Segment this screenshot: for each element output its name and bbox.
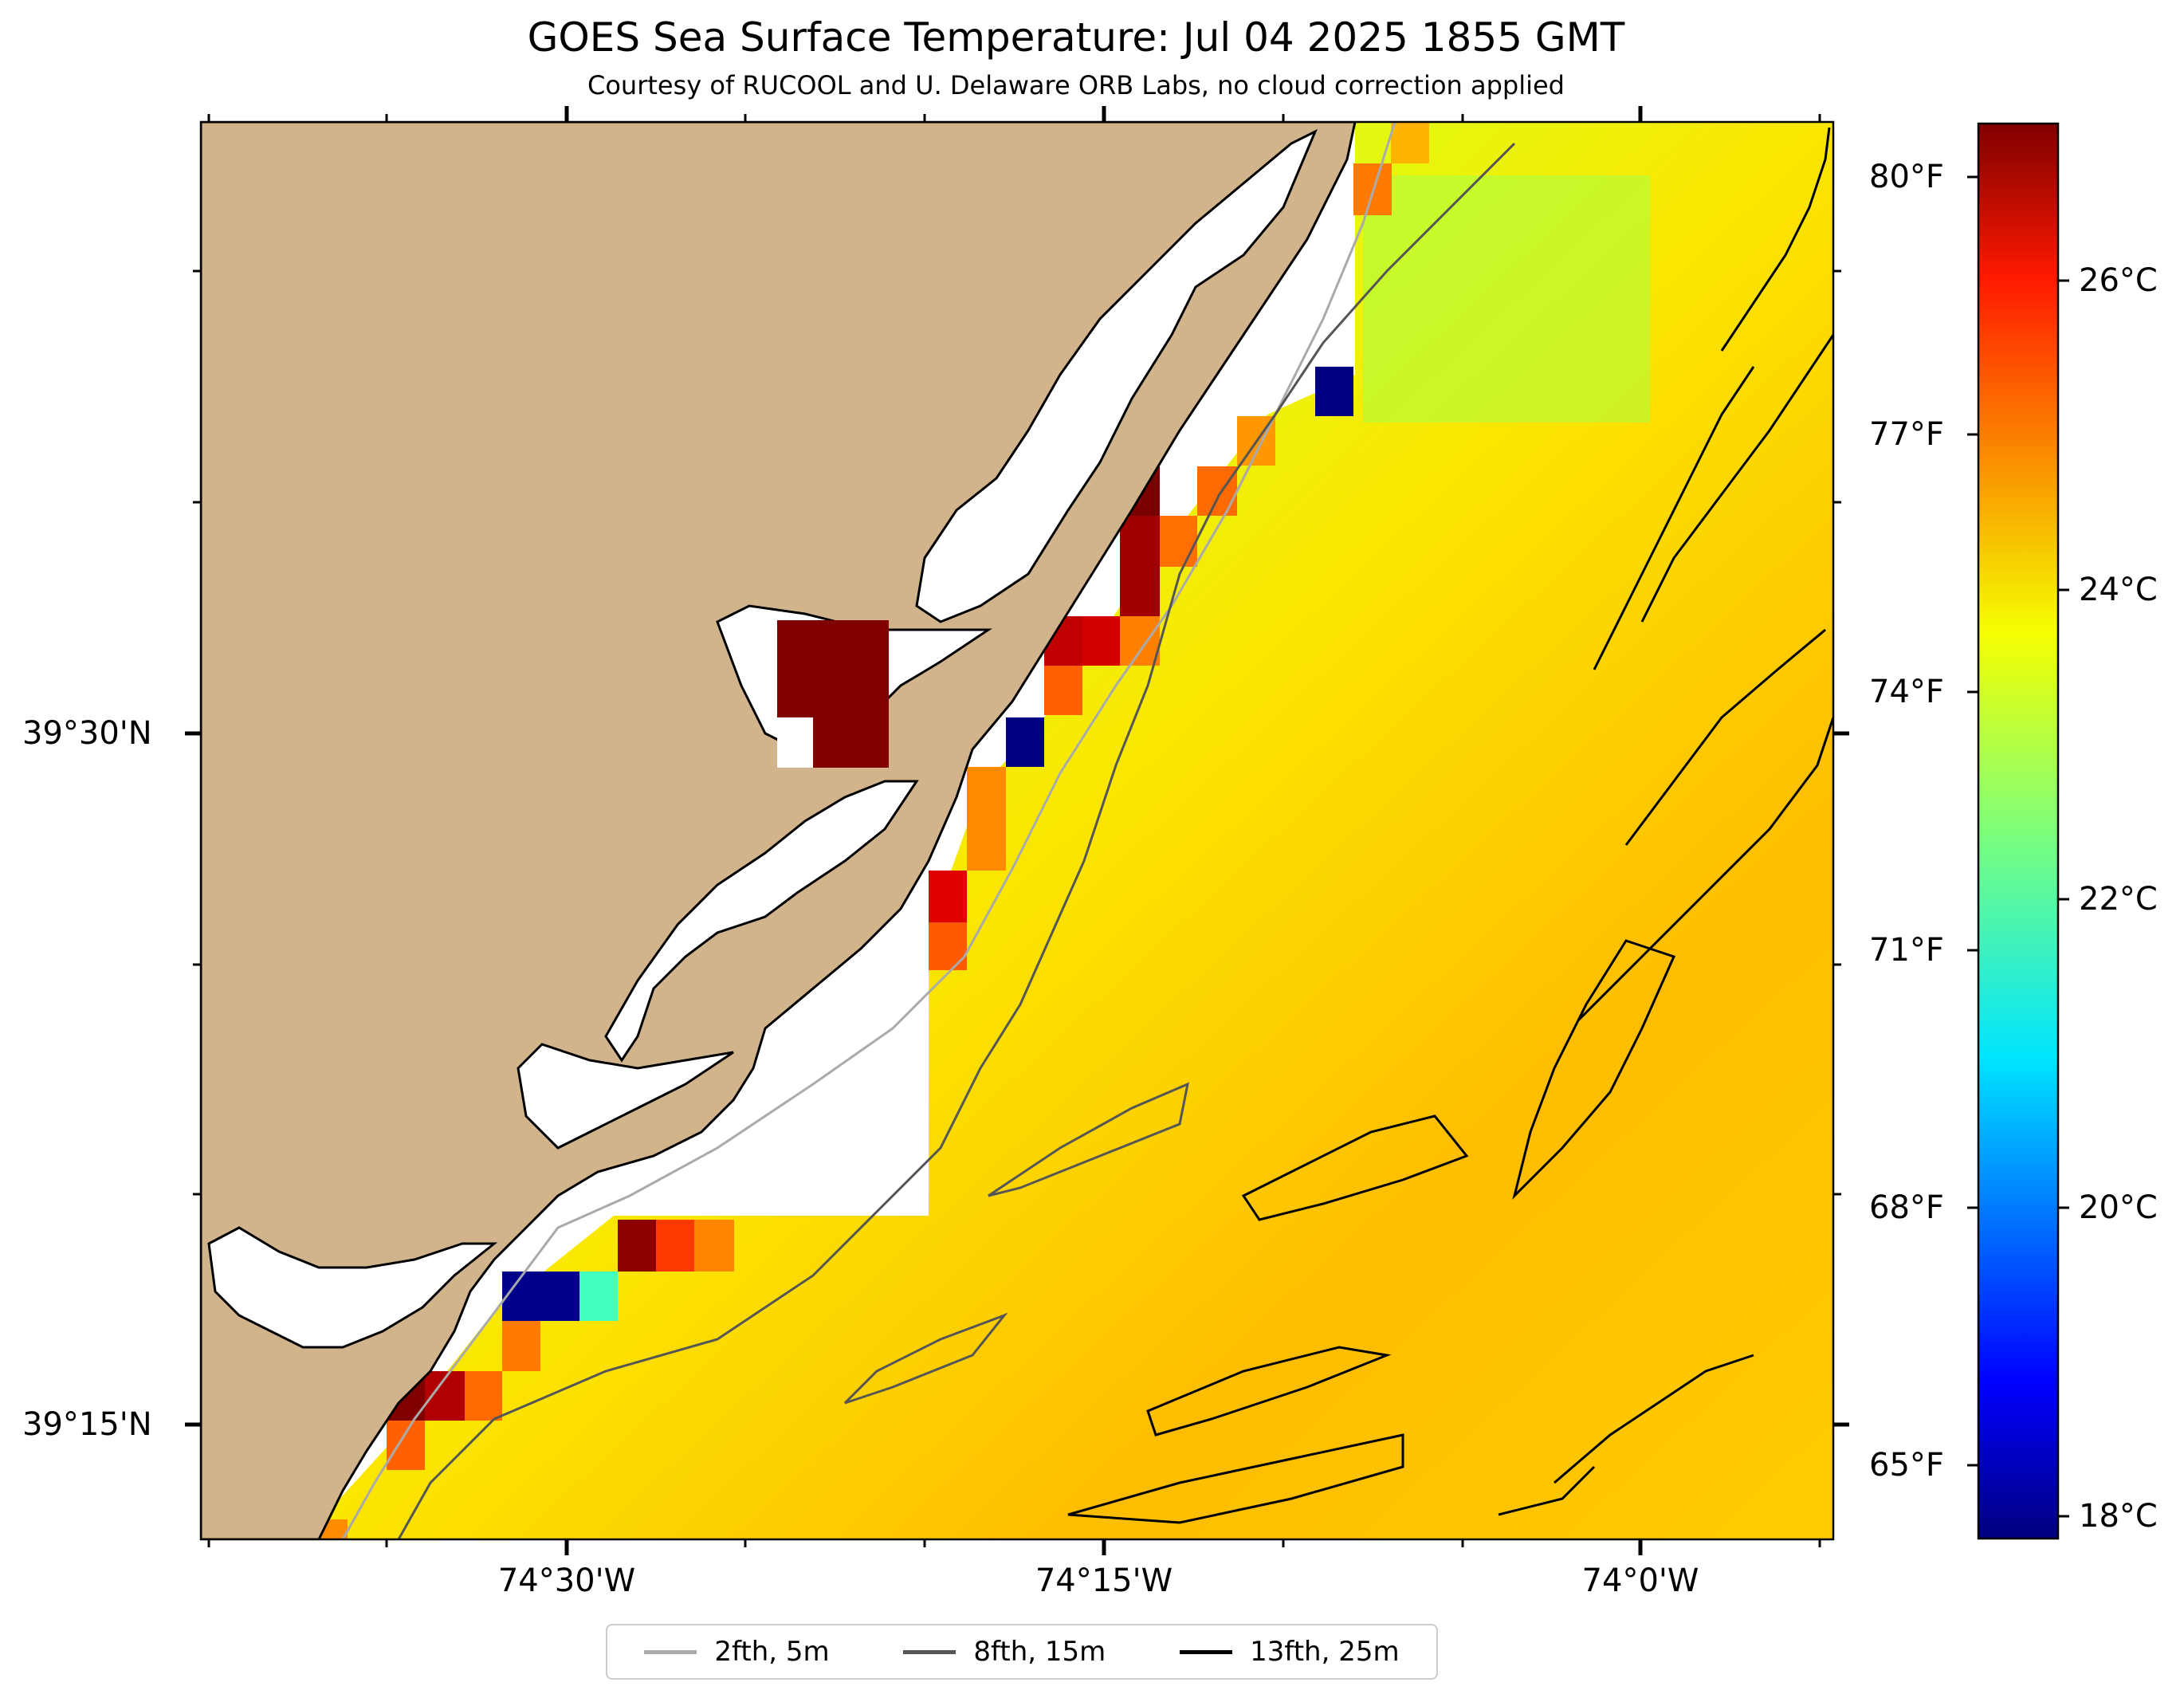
isobath-legend: 2fth, 5m 8fth, 15m 13fth, 25m [606,1624,1438,1680]
isobath-13fth [1593,366,1755,670]
isobath-13fth [1624,628,1826,846]
lat-label-39-30n: 39°30'N [22,715,152,752]
colorbar-label-26c: 26°C [2079,262,2158,299]
sst-pixel [502,1272,579,1321]
sst-pixel [1391,122,1429,163]
isobath-8fth [843,1312,1008,1405]
map-frame [199,120,1835,1541]
sst-pixel [1044,666,1082,715]
colorbar [1977,122,2060,1540]
sst-pixel [465,1371,502,1421]
bay-water [604,780,919,1063]
isobath-13fth [1241,1114,1469,1221]
lon-label-74-15w: 74°15'W [1035,1562,1173,1599]
colorbar-label-77f: 77°F [1869,416,1944,453]
colorbar-label-18c: 18°C [2079,1498,2158,1535]
sst-pixel [1082,616,1120,666]
isobath-13fth [1554,1354,1754,1484]
lon-label-74-0w: 74°0'W [1581,1562,1699,1599]
isobath-13fth [1577,717,1833,1022]
colorbar-label-65f: 65°F [1869,1447,1944,1484]
legend-item-13fth: 13fth, 25m [1180,1636,1400,1668]
lon-label-74-30w: 74°30'W [497,1562,636,1599]
lat-label-39-15n: 39°15'N [22,1406,152,1443]
legend-item-8fth: 8fth, 15m [903,1636,1106,1668]
legend-swatch [1180,1649,1233,1654]
sst-pixel [929,871,967,922]
colorbar-label-24c: 24°C [2079,572,2158,608]
map-ticks [185,106,1849,1555]
isobath-2fth [341,122,1396,1539]
map-subtitle: Courtesy of RUCOOL and U. Delaware ORB L… [587,70,1565,100]
isobath-13fth [1640,334,1833,623]
sst-pixel [656,1220,694,1272]
sst-pixel [929,922,967,970]
isobath-8fth [397,142,1516,1539]
map-title: GOES Sea Surface Temperature: Jul 04 202… [527,14,1625,61]
sst-pixel [1315,367,1353,416]
sst-pixel [1120,616,1160,666]
legend-label: 2fth, 5m [714,1636,830,1668]
bay-water [517,1043,734,1150]
legend-label: 8fth, 15m [973,1636,1106,1668]
isobath-8fth [988,1082,1190,1197]
legend-swatch [644,1649,697,1654]
sst-pixel [1197,466,1237,516]
sst-pixel [1120,516,1160,616]
sst-pixel [1160,516,1197,567]
colorbar-label-22c: 22°C [2079,881,2158,918]
colorbar-ticks [1967,175,2069,1518]
colorbar-label-20c: 20°C [2079,1189,2158,1226]
colorbar-label-68f: 68°F [1869,1189,1944,1226]
legend-label: 13fth, 25m [1250,1636,1400,1668]
colorbar-label-74f: 74°F [1869,674,1944,710]
sst-pixel [502,1321,540,1371]
sst-pixel [387,1421,425,1470]
sst-pixel [967,767,1006,871]
sst-pixel [1006,717,1044,767]
legend-item-2fth: 2fth, 5m [644,1636,830,1668]
sst-pixel [579,1272,618,1321]
isobath-13fth [1067,1433,1404,1524]
legend-swatch [903,1649,956,1654]
isobath-13fth [1498,1465,1596,1516]
isobath-13fth [1720,127,1831,352]
colorbar-label-80f: 80°F [1869,159,1944,195]
colorbar-label-71f: 71°F [1869,932,1944,969]
sst-pixel [694,1220,734,1272]
isobath-13fth [1146,1346,1392,1437]
sst-pixel [777,717,813,768]
bay-water [207,1226,498,1349]
sst-green-patch [1363,175,1650,423]
bay-water [915,128,1318,623]
sst-pixel [618,1220,656,1272]
sst-field [303,122,1833,1539]
